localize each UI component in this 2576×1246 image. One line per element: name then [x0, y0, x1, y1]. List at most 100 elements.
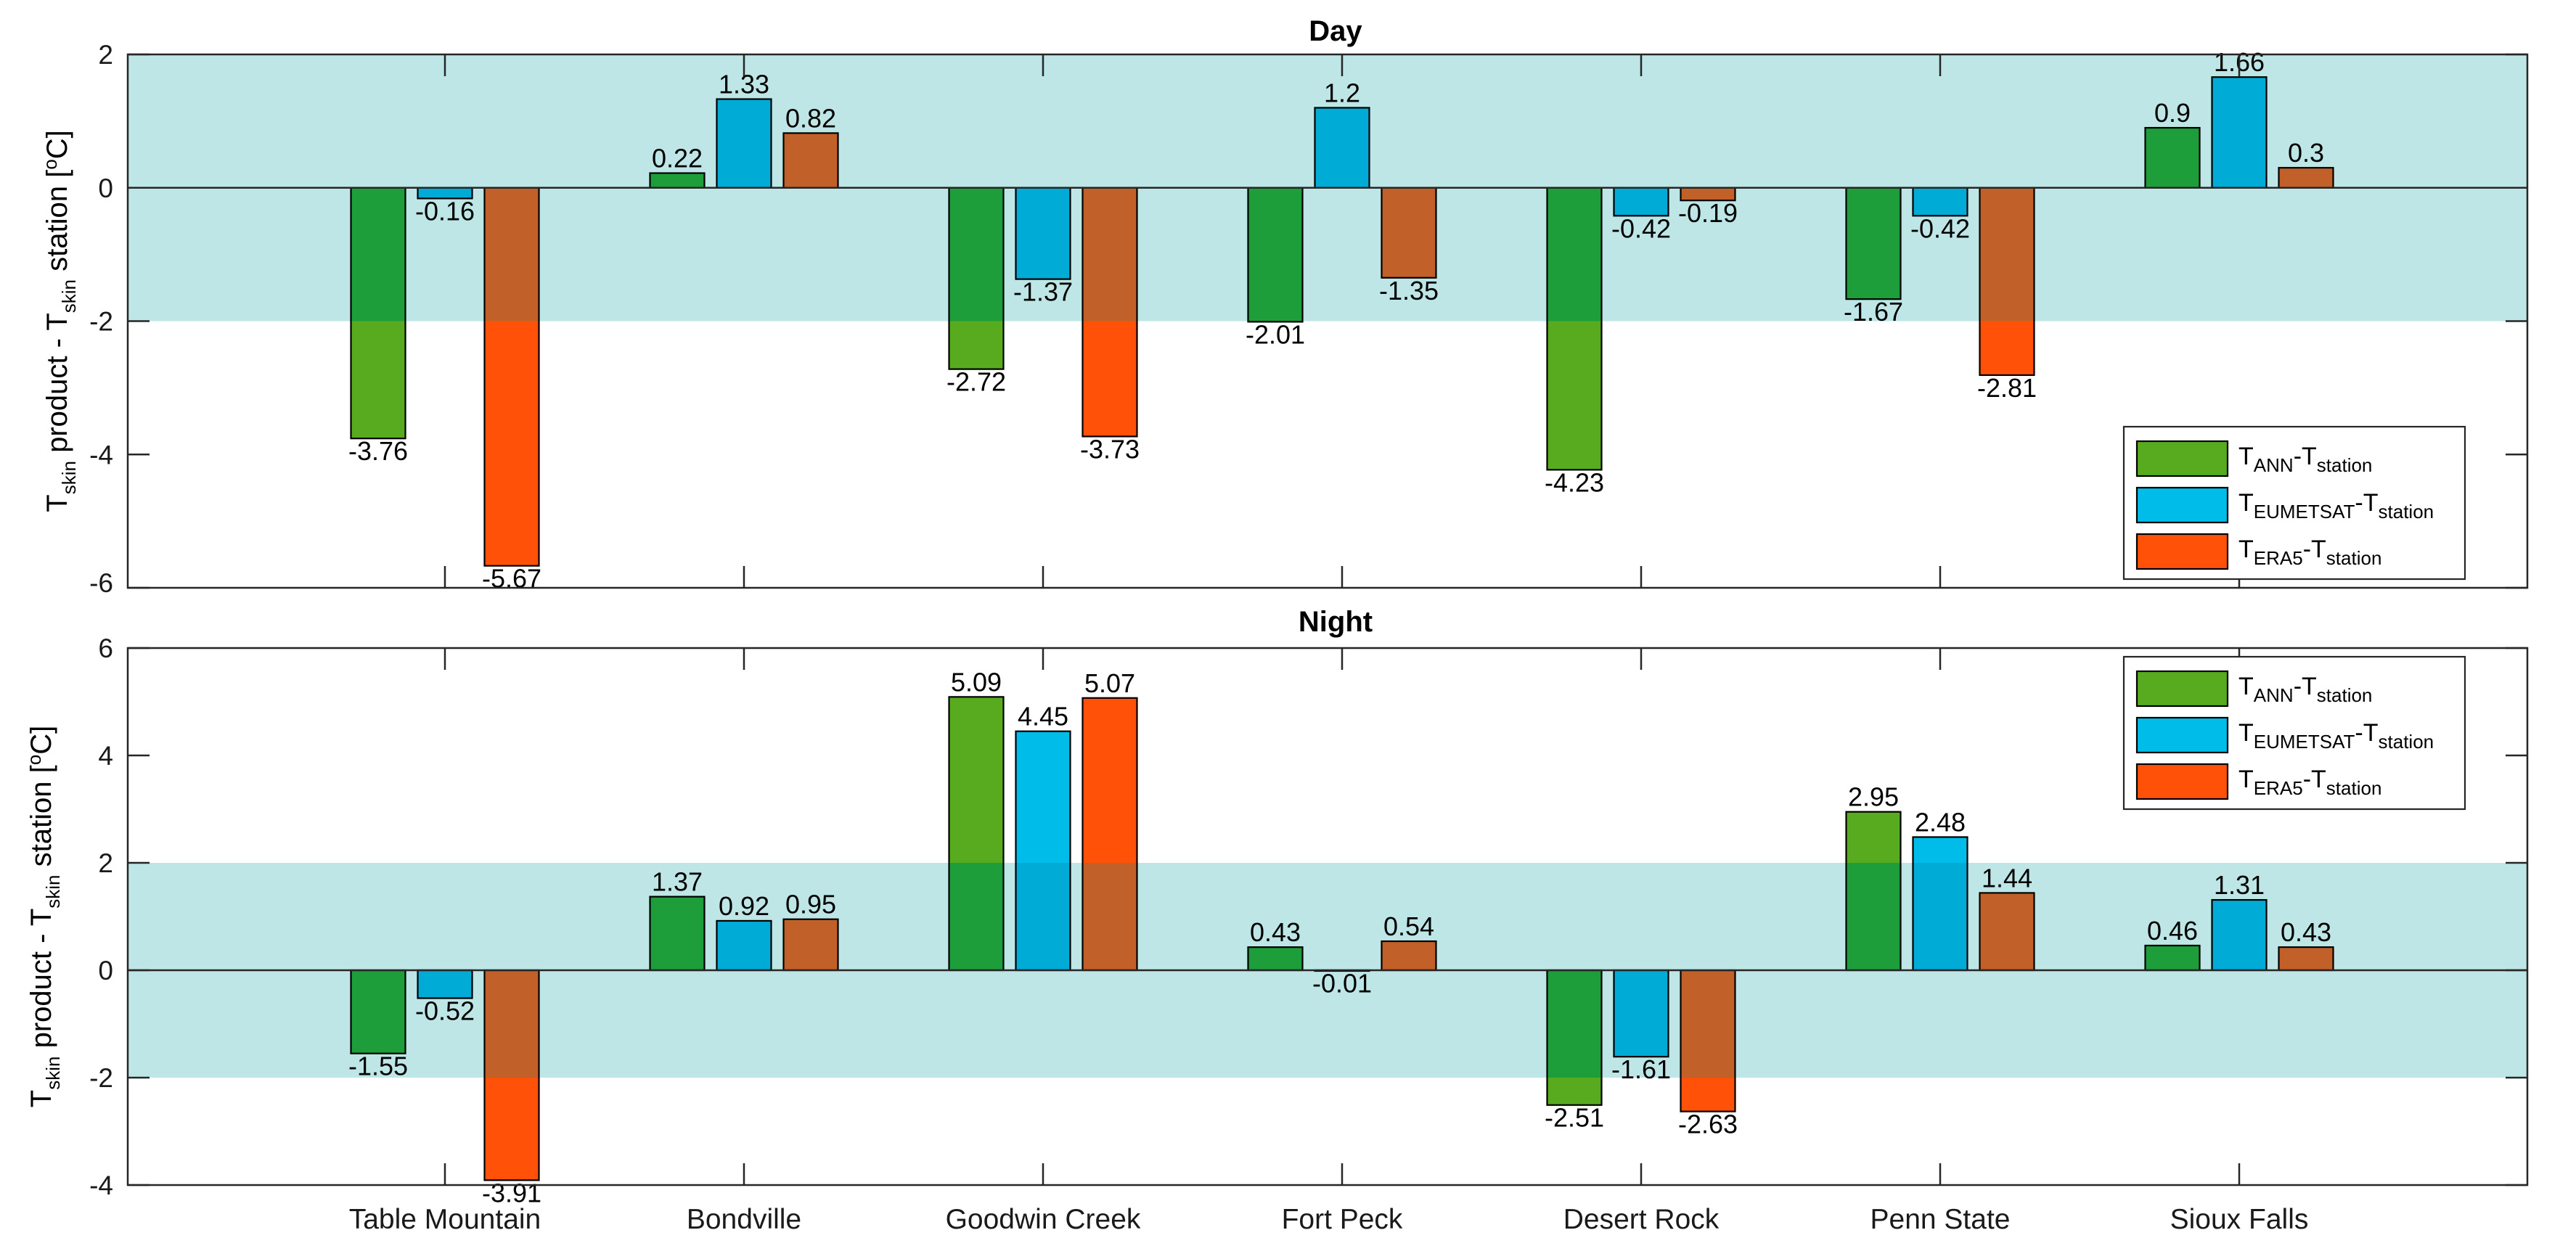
day-value-label: -0.42: [1611, 213, 1671, 243]
day-legend-entry: TERA5-Tstation: [2238, 536, 2381, 569]
day-legend: TANN-Tstation TEUMETSAT-Tstation TERA5-Tst…: [2122, 425, 2466, 581]
night-ytick-label: -2: [89, 1063, 113, 1093]
night-bar-s1-5: [1845, 811, 1902, 972]
day-bar-s2-6: [2211, 76, 2268, 189]
night-bar-s1-4: [1546, 969, 1603, 1106]
day-bar-s3-6: [2278, 167, 2334, 189]
night-value-label: 5.09: [951, 667, 1002, 697]
night-legend-swatch: [2135, 670, 2229, 708]
night-value-label: 4.45: [1018, 702, 1068, 731]
day-ytick-label: -6: [89, 568, 113, 598]
night-bars: [350, 696, 2334, 1181]
night-value-label: -3.91: [482, 1178, 541, 1208]
night-value-label: -1.61: [1611, 1054, 1671, 1084]
night-ytick-label: -4: [89, 1171, 113, 1200]
day-bar-s1-1: [649, 172, 706, 189]
night-bar-s3-0: [483, 969, 540, 1181]
day-bar-s2-4: [1613, 187, 1669, 217]
day-legend-swatch: [2135, 533, 2229, 570]
night-value-label: -1.55: [348, 1052, 408, 1081]
night-ytick-label: 0: [98, 956, 113, 985]
night-value-label: 1.31: [2214, 870, 2265, 900]
night-bar-s1-6: [2144, 944, 2201, 972]
day-ytick-label: -4: [89, 440, 113, 470]
night-bar-s3-2: [1081, 697, 1138, 972]
day-legend-swatch: [2135, 486, 2229, 524]
day-panel: -3.760.22-2.72-2.01-4.23-1.670.9-0.161.3…: [39, 15, 2529, 598]
day-bar-s3-0: [483, 187, 540, 567]
night-value-label: 0.43: [1250, 917, 1301, 947]
day-bar-s3-3: [1381, 187, 1437, 279]
category-label: Table Mountain: [349, 1204, 541, 1235]
day-bar-s2-3: [1314, 107, 1370, 189]
night-bar-s2-4: [1613, 969, 1669, 1058]
night-bar-s1-1: [649, 895, 706, 972]
day-value-label: -4.23: [1545, 467, 1604, 497]
day-value-label: -0.19: [1678, 198, 1738, 228]
day-bar-s3-5: [1979, 187, 2035, 377]
night-bar-s3-5: [1979, 892, 2035, 972]
day-ytick-label: -2: [89, 307, 113, 337]
night-legend-entry: TEUMETSAT-Tstation: [2238, 719, 2434, 753]
night-value-label: 5.07: [1084, 668, 1135, 698]
night-value-label: 0.43: [2281, 917, 2331, 947]
day-bar-s3-1: [782, 132, 839, 189]
day-value-label: 0.9: [2154, 98, 2191, 128]
day-value-label: -0.16: [415, 196, 475, 226]
category-label: Fort Peck: [1282, 1204, 1403, 1235]
night-value-label: 0.92: [719, 891, 769, 921]
night-panel: -1.55 1.37 5.09 0.43 -2.51 2.95 0.46 -0.52 0.92 4…: [23, 606, 2529, 1235]
night-ytick-label: 6: [98, 634, 113, 663]
night-legend: TANN-Tstation TEUMETSAT-Tstation TERA5-Tst…: [2122, 655, 2466, 811]
night-legend-entry: TERA5-Tstation: [2238, 766, 2381, 799]
night-bar-s2-2: [1015, 730, 1071, 972]
night-value-label: -2.63: [1678, 1110, 1738, 1139]
night-title: Night: [1299, 606, 1373, 638]
day-value-label: -0.42: [1910, 213, 1970, 243]
day-bar-s1-3: [1247, 187, 1304, 323]
night-bar-s3-6: [2278, 946, 2334, 972]
category-label: Penn State: [1870, 1204, 2011, 1235]
category-label: Desert Rock: [1563, 1204, 1720, 1235]
day-title: Day: [1309, 15, 1362, 47]
night-bar-s3-3: [1381, 940, 1437, 972]
day-value-label: -5.67: [482, 564, 541, 594]
category-label: Bondville: [687, 1204, 801, 1235]
day-bar-s1-5: [1845, 187, 1902, 300]
night-bar-s2-0: [417, 969, 473, 999]
night-bar-s3-1: [782, 918, 839, 972]
day-value-label: -3.73: [1080, 434, 1140, 464]
night-bar-s1-0: [350, 969, 406, 1054]
night-ytick-label: 2: [98, 848, 113, 878]
day-bar-s1-2: [948, 187, 1005, 370]
day-bar-s2-5: [1912, 187, 1968, 217]
night-axes-frame: [126, 647, 2529, 1186]
day-bar-s2-2: [1015, 187, 1071, 280]
day-value-label: 0.22: [652, 144, 703, 173]
day-value-label: -2.72: [946, 367, 1006, 397]
day-value-label: 0.3: [2288, 138, 2324, 168]
night-legend-swatch: [2135, 763, 2229, 800]
night-bar-s2-5: [1912, 836, 1968, 972]
night-value-label: -0.01: [1312, 969, 1372, 999]
day-bar-s1-4: [1546, 187, 1603, 471]
night-value-label: -2.51: [1545, 1103, 1604, 1133]
day-value-label: -1.37: [1013, 277, 1073, 307]
day-bars: [350, 76, 2334, 567]
night-value-label: 2.95: [1848, 782, 1899, 812]
night-value-label: 1.37: [652, 867, 703, 897]
day-bar-s1-0: [350, 187, 406, 440]
night-legend-entry: TANN-Tstation: [2238, 673, 2372, 706]
night-legend-swatch: [2135, 716, 2229, 754]
day-legend-entry: TANN-Tstation: [2238, 443, 2372, 476]
night-value-label: 0.95: [785, 890, 836, 919]
night-value-label: -0.52: [415, 996, 475, 1025]
day-bar-s1-6: [2144, 126, 2201, 189]
category-label: Goodwin Creek: [946, 1204, 1141, 1235]
night-bar-s3-4: [1680, 969, 1736, 1112]
night-y-axis-label: Tskin product - Tskin station [oC]: [23, 726, 64, 1107]
day-bar-s3-2: [1081, 187, 1138, 438]
night-bar-s1-3: [1247, 946, 1304, 972]
day-value-label: -1.67: [1844, 297, 1903, 327]
day-value-label: -1.35: [1379, 276, 1439, 306]
